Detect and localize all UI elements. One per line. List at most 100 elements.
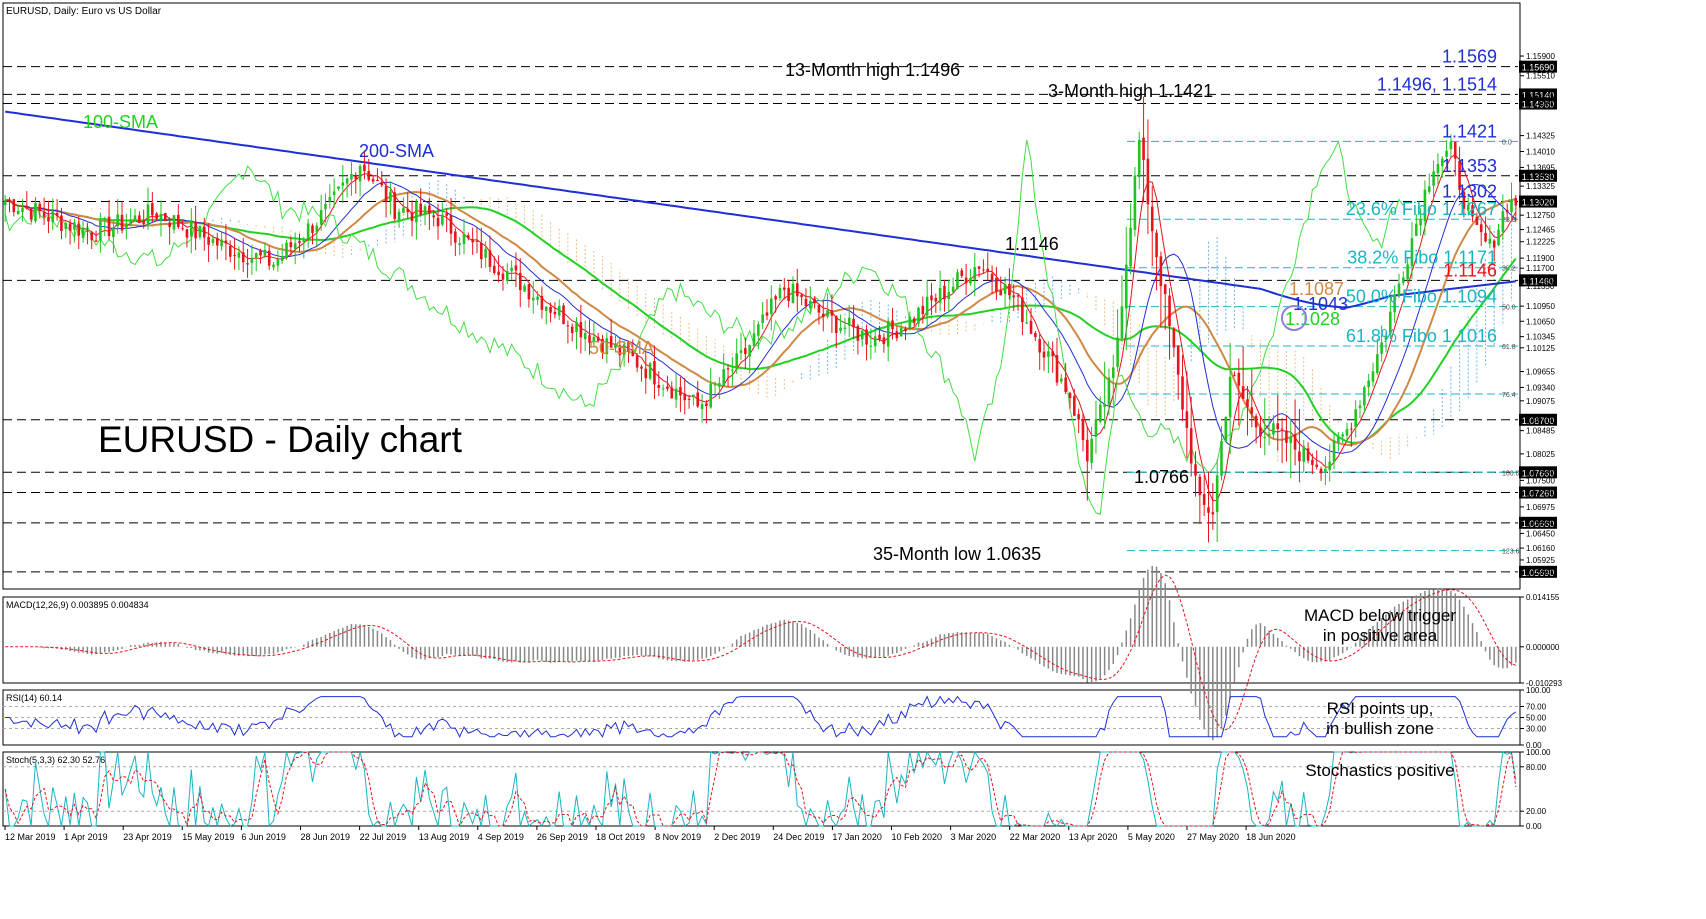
- candle-body: [657, 385, 661, 388]
- candle-body: [1367, 380, 1370, 388]
- candle-body: [90, 232, 94, 241]
- candle-body: [34, 202, 37, 222]
- candle-body: [808, 300, 812, 309]
- candle-body: [787, 287, 790, 302]
- candle-body: [804, 298, 808, 307]
- candle-body: [1086, 439, 1089, 462]
- stoch-tick-label: 100.00: [1526, 748, 1551, 757]
- candle-body: [1302, 446, 1306, 462]
- candle-body: [579, 322, 583, 338]
- candle-body: [1133, 175, 1137, 230]
- candle-body: [1289, 436, 1293, 444]
- price-tick-label: 1.15510: [1526, 72, 1555, 81]
- rsi-tick-label: 30.00: [1526, 725, 1547, 734]
- annotation-text: 1.0766: [1134, 467, 1189, 487]
- candle-body: [254, 253, 258, 258]
- rsi-label: RSI(14) 60.14: [6, 693, 62, 703]
- price-tick-label: 1.13325: [1526, 182, 1555, 191]
- candle-body: [687, 398, 691, 400]
- indicator-panels: MACD(12,26,9) 0.003895 0.004834 0.014155 0…: [3, 566, 1563, 831]
- candle-body: [60, 215, 63, 231]
- candle-body: [181, 228, 184, 230]
- candle-body: [445, 213, 448, 216]
- candle-body: [120, 215, 124, 231]
- candle-body: [1150, 206, 1154, 232]
- candle-body: [1098, 404, 1102, 422]
- candle-body: [1025, 322, 1029, 324]
- candle-body: [813, 298, 816, 304]
- price-tick-label: 1.12750: [1526, 211, 1555, 220]
- candle-body: [1267, 433, 1271, 436]
- stoch-tick-label: 20.00: [1526, 807, 1547, 816]
- candle-body: [592, 336, 596, 342]
- candle-body: [1146, 158, 1150, 205]
- candle-body: [1254, 416, 1258, 428]
- candle-body: [1332, 440, 1336, 462]
- level-price-label: 1.07660: [1522, 468, 1555, 478]
- candle-body: [1293, 434, 1297, 450]
- candle-body: [1510, 199, 1513, 213]
- candle-body: [358, 166, 362, 182]
- price-tick-label: 1.08485: [1526, 427, 1555, 436]
- candle-body: [125, 223, 128, 229]
- candle-body: [973, 267, 977, 280]
- candle-body: [47, 216, 50, 222]
- price-tick-label: 1.06160: [1526, 544, 1555, 553]
- candle-body: [194, 221, 197, 239]
- candle-body: [103, 218, 107, 220]
- candle-body: [1090, 438, 1093, 463]
- fib-text: 23.6% Fibo 1.1267: [1346, 199, 1497, 219]
- candle-body: [1263, 437, 1267, 439]
- candle-body: [783, 287, 786, 290]
- candle-body: [705, 403, 708, 407]
- candle-body: [1350, 428, 1353, 430]
- candle-body: [1042, 351, 1046, 358]
- candle-body: [817, 304, 821, 313]
- date-tick-label: 23 Apr 2019: [123, 832, 172, 842]
- rsi-note: in bullish zone: [1326, 719, 1434, 738]
- candle-body: [518, 272, 522, 290]
- stoch-tick-label: 0.00: [1526, 822, 1542, 831]
- candle-body: [492, 265, 496, 274]
- candle-body: [908, 316, 912, 329]
- indicator-lines: [4, 110, 1517, 516]
- indicator-label: 1.1087: [1289, 279, 1344, 299]
- candle-body: [138, 215, 141, 224]
- candle-body: [536, 296, 539, 300]
- candle-body: [215, 237, 219, 246]
- candle-body: [674, 388, 678, 400]
- stoch-line: [4, 750, 1517, 828]
- candle-body: [1073, 396, 1076, 416]
- candle-body: [990, 273, 994, 281]
- price-tick-label: 1.11900: [1526, 254, 1555, 263]
- candle-body: [1060, 378, 1063, 382]
- candle-body: [986, 268, 990, 272]
- candle-body: [1276, 423, 1280, 430]
- macd-tick-label: 0.014155: [1526, 593, 1560, 602]
- candle-body: [640, 366, 643, 369]
- macd-tick-label: -0.010293: [1526, 679, 1563, 688]
- candle-body: [692, 394, 695, 398]
- candle-body: [1194, 464, 1197, 476]
- candle-body: [1466, 204, 1470, 211]
- candle-body: [1427, 186, 1431, 192]
- panel-frame-0: [2, 2, 1521, 590]
- level-text: 1.1569: [1442, 47, 1497, 67]
- candle-body: [233, 255, 236, 257]
- candle-body: [982, 269, 985, 271]
- candle-body: [1103, 403, 1106, 407]
- level-price-tag: [1519, 97, 1557, 110]
- candle-body: [337, 186, 340, 189]
- candle-body: [544, 306, 548, 311]
- candle-body: [739, 350, 743, 353]
- price-tick-label: 1.07260: [1526, 489, 1555, 498]
- candle-body: [774, 296, 777, 300]
- candle-body: [1224, 416, 1228, 442]
- candle-body: [1514, 197, 1518, 206]
- candle-body: [1202, 494, 1206, 505]
- candle-body: [709, 383, 713, 408]
- candle-body: [393, 192, 397, 219]
- candle-body: [609, 336, 613, 348]
- candle-body: [276, 258, 280, 266]
- candle-body: [1008, 283, 1011, 296]
